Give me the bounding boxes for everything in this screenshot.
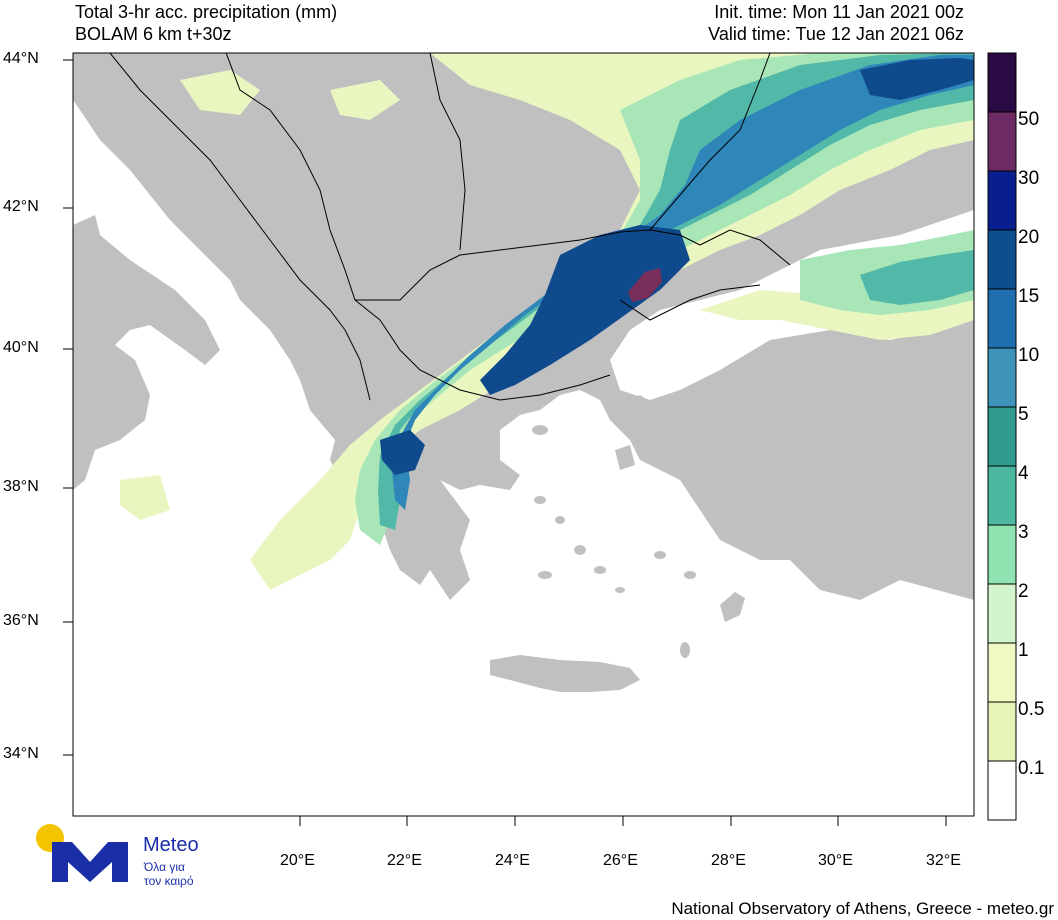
title-line1: Total 3-hr acc. precipitation (mm) [75,2,338,22]
logo-m-icon [52,842,128,882]
lat-label-34: 34°N [3,745,39,762]
colorbar-box [987,642,1017,703]
cbar-label-0-1: 0.1 [1018,758,1045,779]
land-chios [615,445,635,470]
valid-time: Valid time: Tue 12 Jan 2021 06z [708,24,964,44]
meteo-logo [36,824,128,882]
borders [109,53,791,401]
cbar-label-15: 15 [1018,286,1040,307]
colorbar-box [987,583,1017,644]
cbar-label-2: 2 [1018,581,1029,602]
colorbar-box [987,524,1017,585]
lon-label-30: 30°E [818,852,853,869]
cbar-label-20: 20 [1018,227,1040,248]
precip-teal [378,53,974,530]
colorbar [987,52,1017,821]
colorbar-box [987,406,1017,467]
land-rhodes [720,592,745,622]
lat-label-38: 38°N [3,478,39,495]
cbar-label-50: 50 [1018,109,1040,130]
lon-label-26: 26°E [603,852,638,869]
lat-label-42: 42°N [3,198,39,215]
land-lesvos [620,395,655,420]
lat-label-36: 36°N [3,612,39,629]
footer-credit: National Observatory of Athens, Greece -… [671,899,1054,918]
lon-label-20: 20°E [280,852,315,869]
colorbar-box [987,465,1017,526]
map-frame [72,52,975,817]
colorbar-box [987,229,1017,290]
lat-label-44: 44°N [3,50,39,67]
cbar-label-4: 4 [1018,463,1029,484]
cbar-label-10: 10 [1018,345,1040,366]
map-content [73,53,974,692]
cbar-label-0-5: 0.5 [1018,699,1045,720]
cbar-label-30: 30 [1018,168,1040,189]
logo-name: Meteo [143,834,199,856]
lon-label-22: 22°E [387,852,422,869]
lon-label-32: 32°E [926,852,961,869]
colorbar-box [987,288,1017,349]
lon-label-24: 24°E [495,852,530,869]
lat-ticks [63,59,73,756]
colorbar-box [987,347,1017,408]
colorbar-box [987,111,1017,172]
cbar-label-3: 3 [1018,522,1029,543]
colorbar-box [987,760,1017,821]
init-time: Init. time: Mon 11 Jan 2021 00z [714,2,964,22]
precip-max [628,268,662,302]
colorbar-box [987,170,1017,231]
precip-dark-blue [380,58,974,475]
cbar-label-1: 1 [1018,640,1029,661]
colorbar-box [987,52,1017,113]
title-line2: BOLAM 6 km t+30z [75,24,232,44]
lon-label-28: 28°E [711,852,746,869]
logo-tagline-1: Όλα για [144,860,185,874]
land-italy [73,215,220,490]
cbar-label-5: 5 [1018,404,1029,425]
land-crete [490,655,640,692]
lon-ticks [299,816,947,826]
lat-label-40: 40°N [3,339,39,356]
logo-tagline-2: τον καιρό [144,874,194,888]
colorbar-box [987,701,1017,762]
